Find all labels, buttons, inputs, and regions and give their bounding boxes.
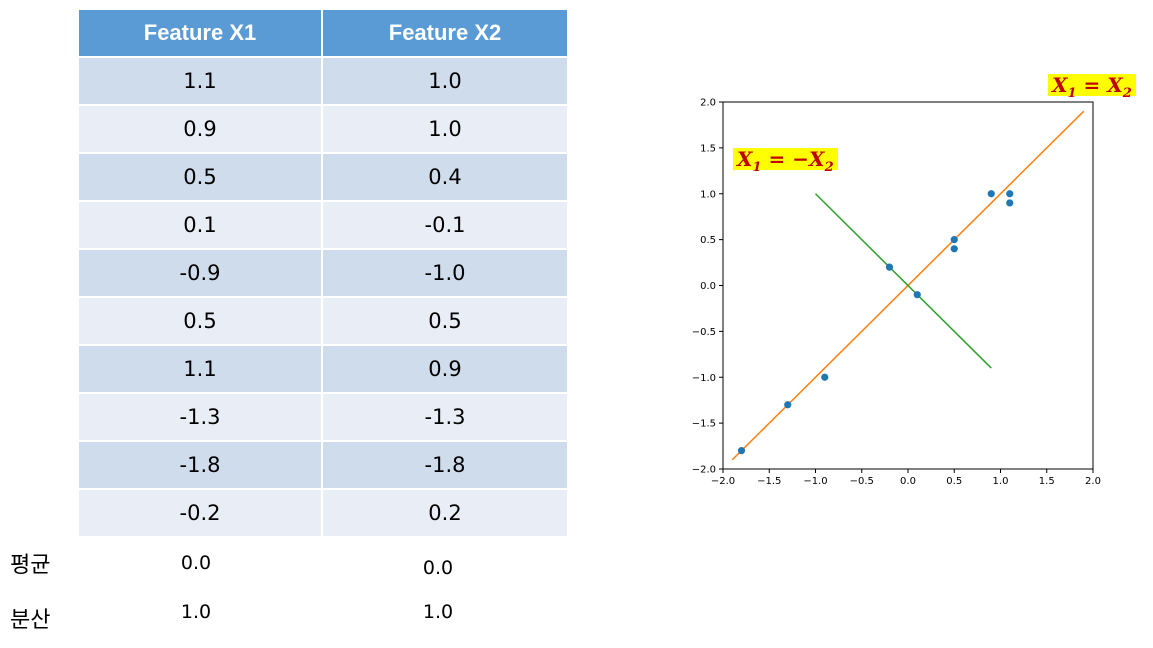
cell-x2: -1.0 [323, 250, 567, 298]
feature-table: Feature X1 Feature X2 1.1 1.0 0.9 1.0 0.5 0… [79, 10, 567, 538]
x-tick-label: 2.0 [1085, 476, 1101, 487]
header-feature-x1: Feature X1 [79, 10, 323, 58]
cell-x1: 0.5 [79, 154, 323, 202]
cell-x2: 0.2 [323, 490, 567, 538]
table-row: -1.3 -1.3 [79, 394, 567, 442]
variance-x1-value: 1.0 [180, 601, 212, 623]
cell-x2: 1.0 [323, 58, 567, 106]
variance-label: 분산 [10, 608, 51, 633]
y-tick-label: 1.0 [700, 189, 716, 200]
y-tick-label: −2.0 [692, 465, 716, 476]
annotation-lhs: X [737, 147, 753, 171]
x-tick-label: −1.0 [803, 476, 827, 487]
cell-x2: -1.3 [323, 394, 567, 442]
y-tick-label: −1.5 [692, 419, 716, 430]
annotation-rhs-sub: 2 [1122, 86, 1132, 101]
data-point [987, 190, 995, 198]
table-row: 0.5 0.4 [79, 154, 567, 202]
x-tick-label: 1.5 [1039, 476, 1055, 487]
mean-x1-value: 0.0 [180, 552, 212, 574]
table-row: -1.8 -1.8 [79, 442, 567, 490]
annotation-op: = [1076, 73, 1108, 97]
cell-x2: 0.9 [323, 346, 567, 394]
cell-x2: -0.1 [323, 202, 567, 250]
annotation-lhs-sub: 1 [1067, 86, 1077, 101]
cell-x1: 1.1 [79, 58, 323, 106]
cell-x2: 1.0 [323, 106, 567, 154]
variance-x2-value: 1.0 [422, 601, 454, 623]
annotation-op: = − [761, 147, 810, 171]
y-tick-label: −0.5 [692, 327, 716, 338]
data-point [821, 373, 829, 381]
cell-x1: 0.9 [79, 106, 323, 154]
table-row: 0.9 1.0 [79, 106, 567, 154]
annotation-lhs: X [1052, 73, 1068, 97]
table-row: 1.1 0.9 [79, 346, 567, 394]
y-tick-label: −1.0 [692, 373, 716, 384]
header-feature-x2: Feature X2 [323, 10, 567, 58]
data-point [1006, 199, 1014, 207]
data-point [950, 245, 958, 253]
mean-x2-value: 0.0 [422, 557, 454, 579]
annotation-lhs-sub: 1 [752, 160, 762, 175]
cell-x2: 0.5 [323, 298, 567, 346]
cell-x1: -1.8 [79, 442, 323, 490]
y-tick-label: 0.0 [700, 281, 716, 292]
y-tick-label: 2.0 [700, 98, 716, 109]
cell-x1: -1.3 [79, 394, 323, 442]
y-tick-label: 0.5 [700, 235, 716, 246]
y-tick-label: 1.5 [700, 143, 716, 154]
x-tick-label: 0.5 [946, 476, 962, 487]
data-point [885, 263, 894, 271]
data-point [913, 291, 921, 299]
x-tick-label: −0.5 [850, 476, 874, 487]
cell-x1: 0.1 [79, 202, 323, 250]
mean-label: 평균 [10, 553, 51, 578]
cell-x2: -1.8 [323, 442, 567, 490]
annotation-x1-equals-neg-x2: X1 = −X2 [733, 147, 838, 174]
data-point [737, 447, 746, 455]
table-row: -0.2 0.2 [79, 490, 567, 538]
table-row: -0.9 -1.0 [79, 250, 567, 298]
annotation-rhs-sub: 2 [824, 160, 834, 175]
x-tick-label: 1.0 [993, 476, 1009, 487]
data-point [1006, 190, 1014, 198]
annotation-rhs: X [1107, 73, 1123, 97]
cell-x1: -0.9 [79, 250, 323, 298]
x-tick-label: −2.0 [711, 476, 735, 487]
data-point [950, 236, 958, 244]
x1-equals-neg-x2-line [814, 193, 992, 369]
x-tick-label: −1.5 [757, 476, 781, 487]
cell-x1: 0.5 [79, 298, 323, 346]
table-row: 0.5 0.5 [79, 298, 567, 346]
table-header-row: Feature X1 Feature X2 [79, 10, 567, 58]
table-row: 0.1 -0.1 [79, 202, 567, 250]
data-point [784, 401, 792, 409]
table-row: 1.1 1.0 [79, 58, 567, 106]
cell-x1: 1.1 [79, 346, 323, 394]
x-tick-label: 0.0 [900, 476, 916, 487]
annotation-x1-equals-x2: X1 = X2 [1048, 73, 1136, 100]
annotation-rhs: X [809, 147, 825, 171]
cell-x2: 0.4 [323, 154, 567, 202]
cell-x1: -0.2 [79, 490, 323, 538]
